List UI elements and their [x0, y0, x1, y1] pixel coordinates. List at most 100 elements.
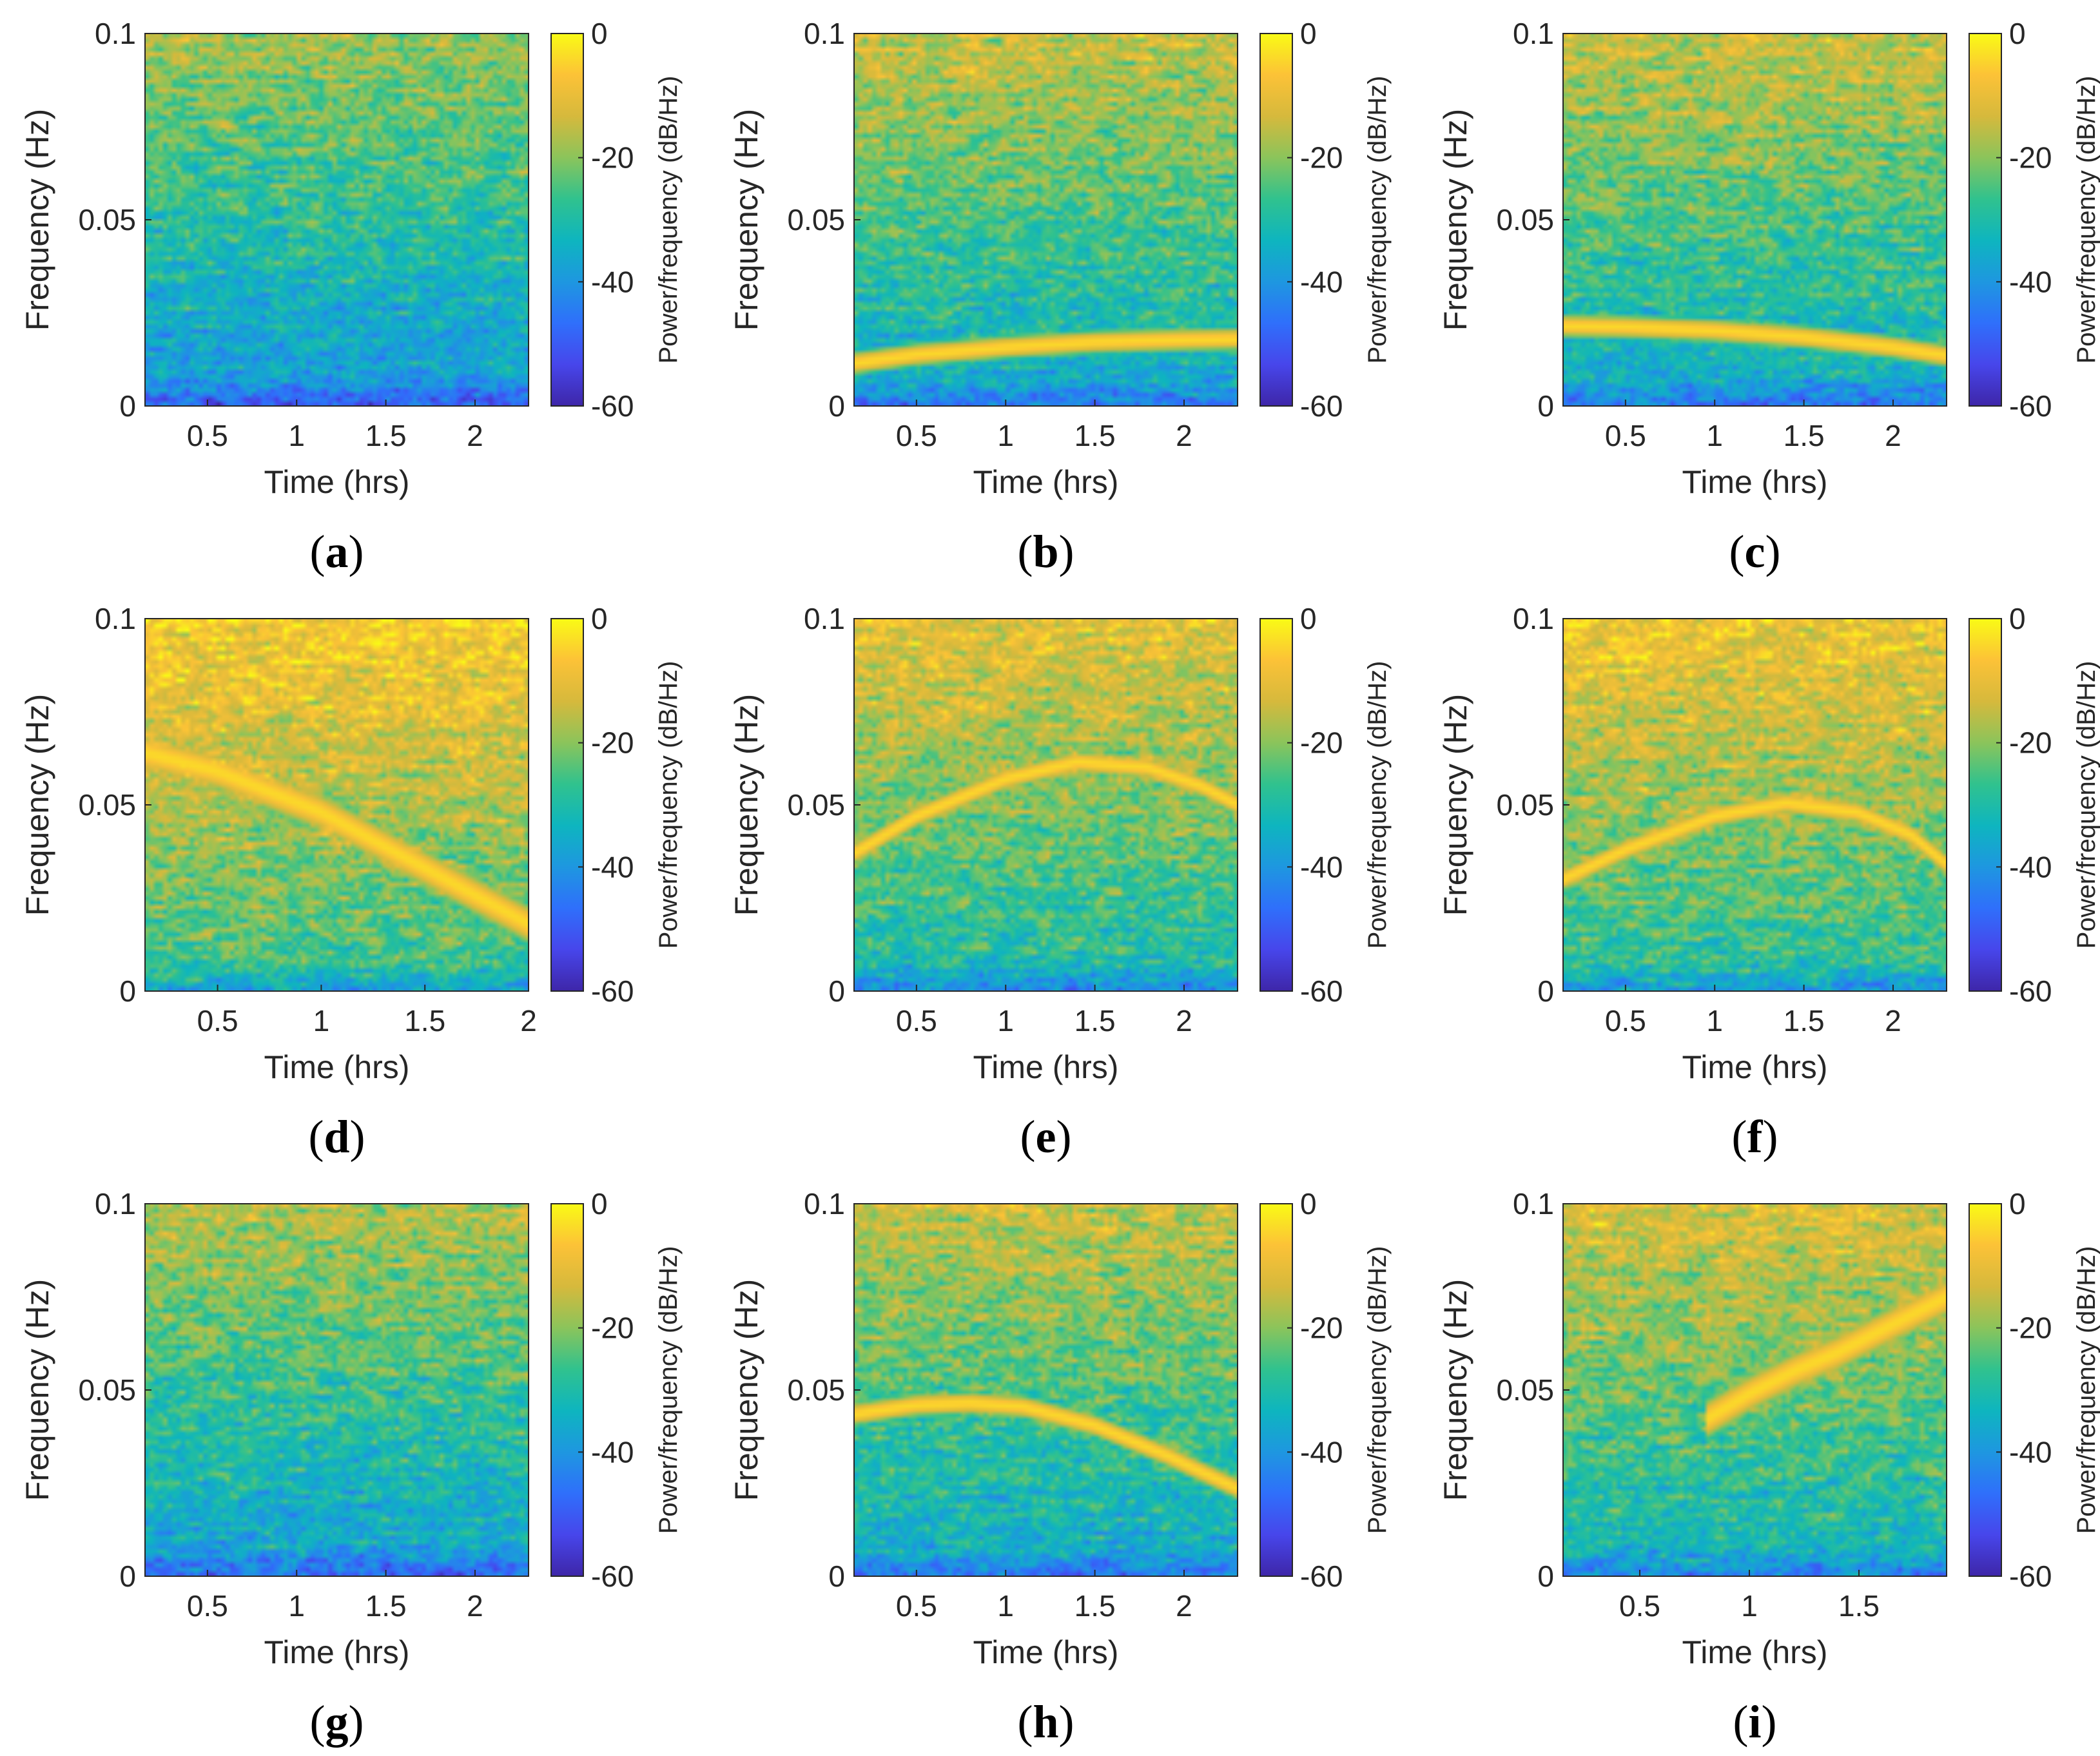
- spectrogram-image: [1563, 34, 1947, 406]
- y-tick-label: 0.1: [1513, 602, 1554, 635]
- y-tick-label: 0: [119, 1559, 136, 1593]
- y-tick-label: 0.1: [95, 1187, 136, 1221]
- colorbar-tick-label: 0: [2009, 17, 2026, 50]
- colorbar-tick-label: 0: [2009, 1187, 2026, 1221]
- y-tick-label: 0.1: [804, 1187, 845, 1221]
- panel-b: 0.5 1 1.5 2 0 0.05 0.1 Time (hrs) Frequency (Hz)…: [728, 17, 1392, 577]
- panel-f: 0.5 1 1.5 2 0 0.05 0.1 Time (hrs) Frequency (Hz)…: [1437, 602, 2100, 1163]
- y-tick-label: 0.1: [1513, 17, 1554, 50]
- colorbar-label: Power/frequency (dB/Hz): [1363, 76, 1392, 364]
- colorbar-tick-label: -20: [2009, 1311, 2052, 1345]
- colorbar: [1969, 618, 2002, 992]
- colorbar: [550, 33, 584, 407]
- y-axis-label: Frequency (Hz): [19, 694, 55, 916]
- colorbar-label: Power/frequency (dB/Hz): [654, 1246, 683, 1534]
- x-tick-label: 2: [1176, 1589, 1192, 1623]
- x-tick-label: 1.5: [365, 419, 407, 452]
- x-tick-label: 0.5: [896, 1589, 937, 1623]
- x-axis-label: Time (hrs): [264, 1049, 410, 1085]
- colorbar-tick-label: -20: [591, 726, 634, 760]
- panel-label: (d): [308, 1111, 365, 1163]
- panel-label: (c): [1729, 526, 1781, 577]
- colorbar: [1259, 618, 1293, 992]
- x-axis-label: Time (hrs): [973, 464, 1119, 500]
- y-tick-label: 0.05: [1496, 788, 1554, 822]
- colorbar-tick-label: -60: [1300, 1559, 1343, 1593]
- panel-i: 0.5 1 1.5 0 0.05 0.1 Time (hrs) Frequency (Hz) -…: [1437, 1187, 2100, 1748]
- colorbar-tick-label: 0: [2009, 602, 2026, 635]
- colorbar: [1969, 1203, 2002, 1577]
- spectrogram-image: [854, 619, 1238, 991]
- panel-label: (e): [1020, 1111, 1072, 1163]
- x-tick-label: 1: [288, 419, 305, 452]
- colorbar-tick-label: -40: [1300, 265, 1343, 298]
- x-tick-label: 0.5: [197, 1004, 238, 1037]
- y-axis-label: Frequency (Hz): [19, 109, 55, 331]
- colorbar-tick-label: -20: [2009, 726, 2052, 760]
- spectrogram-image: [145, 619, 529, 991]
- panel-label: (b): [1017, 526, 1074, 577]
- x-tick-label: 0.5: [187, 1589, 228, 1623]
- x-tick-label: 1.5: [1784, 1004, 1825, 1037]
- x-tick-label: 0.5: [187, 419, 228, 452]
- x-tick-label: 1.5: [1074, 1589, 1116, 1623]
- y-tick-label: 0.05: [78, 788, 136, 822]
- panel-label: (g): [310, 1696, 364, 1748]
- colorbar-label: Power/frequency (dB/Hz): [1363, 661, 1392, 949]
- x-tick-label: 2: [1176, 1004, 1192, 1037]
- x-axis-label: Time (hrs): [264, 464, 410, 500]
- x-tick-label: 2: [1885, 419, 1901, 452]
- y-tick-label: 0: [828, 974, 845, 1008]
- colorbar: [1259, 1203, 1293, 1577]
- colorbar-tick-label: 0: [591, 17, 608, 50]
- y-tick-label: 0.1: [804, 17, 845, 50]
- spectrogram-image: [854, 34, 1238, 406]
- x-tick-label: 2: [467, 1589, 483, 1623]
- colorbar-tick-label: 0: [1300, 17, 1317, 50]
- x-tick-label: 1.5: [1838, 1589, 1880, 1623]
- colorbar-label: Power/frequency (dB/Hz): [654, 661, 683, 949]
- x-axis-label: Time (hrs): [973, 1634, 1119, 1670]
- x-axis-label: Time (hrs): [264, 1634, 410, 1670]
- colorbar-tick-label: -40: [1300, 1435, 1343, 1469]
- spectrogram-image: [145, 1204, 529, 1576]
- x-axis-label: Time (hrs): [1682, 1049, 1828, 1085]
- x-tick-label: 0.5: [1619, 1589, 1660, 1623]
- panel-letter: d: [324, 1111, 349, 1163]
- x-tick-label: 0.5: [896, 419, 937, 452]
- colorbar-tick-label: -40: [2009, 265, 2052, 298]
- colorbar-tick-label: -20: [1300, 141, 1343, 175]
- x-tick-label: 1.5: [1074, 419, 1116, 452]
- panel-label: (h): [1017, 1696, 1074, 1748]
- y-tick-label: 0.05: [78, 1373, 136, 1407]
- colorbar-tick-label: -40: [1300, 850, 1343, 883]
- colorbar-tick-label: -20: [591, 141, 634, 175]
- x-tick-label: 1: [288, 1589, 305, 1623]
- panel-letter: a: [326, 526, 349, 577]
- colorbar-label: Power/frequency (dB/Hz): [2072, 76, 2100, 364]
- y-tick-label: 0.05: [787, 1373, 845, 1407]
- panel-letter: h: [1033, 1696, 1058, 1748]
- panel-g: 0.5 1 1.5 2 0 0.05 0.1 Time (hrs) Frequency (Hz)…: [19, 1187, 683, 1748]
- y-tick-label: 0.05: [78, 203, 136, 236]
- y-axis-label: Frequency (Hz): [728, 1279, 764, 1501]
- y-tick-label: 0.05: [1496, 1373, 1554, 1407]
- x-tick-label: 1: [313, 1004, 330, 1037]
- y-axis-label: Frequency (Hz): [728, 109, 764, 331]
- x-axis-label: Time (hrs): [1682, 464, 1828, 500]
- colorbar: [550, 618, 584, 992]
- colorbar-tick-label: 0: [591, 1187, 608, 1221]
- colorbar-tick-label: -60: [2009, 974, 2052, 1008]
- panel-a: 0.5 1 1.5 2 0 0.05 0.1 Time (hrs) Frequency (Hz)…: [19, 17, 683, 577]
- x-tick-label: 1: [1706, 419, 1723, 452]
- colorbar-tick-label: -40: [2009, 850, 2052, 883]
- y-axis-label: Frequency (Hz): [1437, 1279, 1473, 1501]
- y-tick-label: 0: [828, 389, 845, 423]
- x-tick-label: 2: [1885, 1004, 1901, 1037]
- x-axis-label: Time (hrs): [1682, 1634, 1828, 1670]
- colorbar-tick-label: -20: [591, 1311, 634, 1345]
- colorbar-tick-label: -60: [591, 389, 634, 423]
- colorbar-tick-label: -60: [1300, 389, 1343, 423]
- x-tick-label: 1: [1741, 1589, 1758, 1623]
